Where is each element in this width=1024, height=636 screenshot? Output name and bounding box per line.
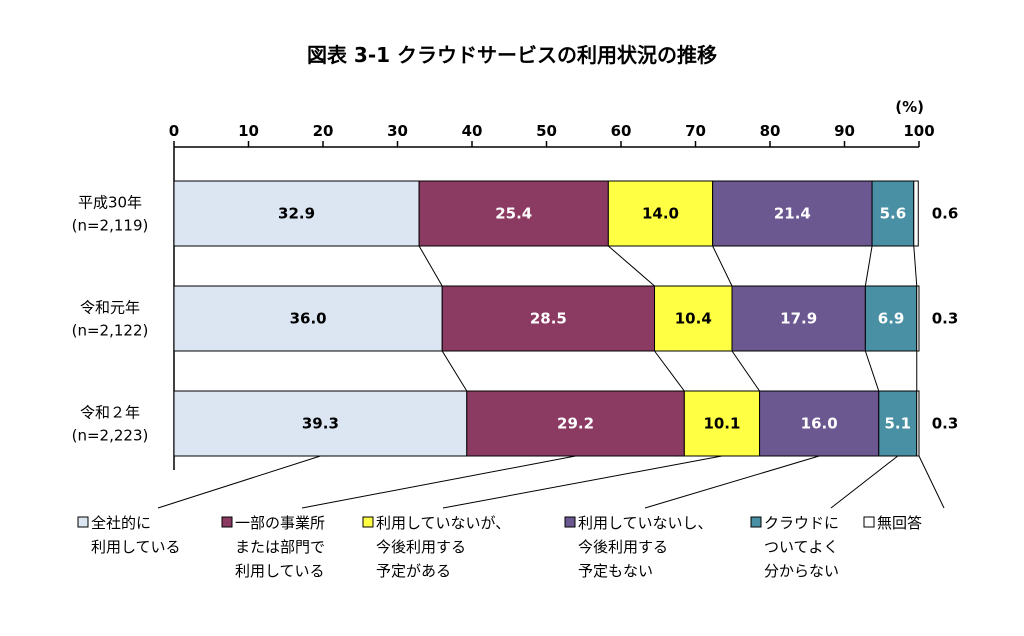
data-label: 36.0 [290, 310, 327, 328]
legend-label: クラウドに [764, 514, 839, 532]
bar-segment [173, 285, 443, 352]
legend-leader-line [157, 455, 321, 509]
legend-leader-line [442, 455, 723, 509]
bar-segment [916, 285, 920, 352]
bar-segment [871, 180, 915, 247]
bar-segment [759, 390, 880, 457]
connector-line [441, 350, 468, 392]
legend-swatch [750, 516, 762, 528]
legend-label: 予定もない [578, 562, 653, 580]
data-label: 10.1 [703, 415, 740, 433]
category-sample-size: (n=2,119) [72, 217, 149, 235]
x-tick-label: 100 [903, 122, 934, 140]
data-label: 25.4 [495, 205, 532, 223]
legend-label: 利用していないし、 [578, 514, 713, 532]
chart-title: 図表 3-1 クラウドサービスの利用状況の推移 [307, 43, 717, 67]
x-tick-label: 30 [387, 122, 408, 140]
legend-leader-line [830, 455, 899, 509]
x-axis: 0 10 20 30 40 50 60 70 80 90 100 [169, 122, 935, 470]
legend: 全社的に利用している一部の事業所または部門で利用している利用していないが、今後利… [77, 514, 922, 580]
bar-segment [878, 390, 918, 457]
data-label: 6.9 [878, 310, 905, 328]
x-tick-label: 20 [313, 122, 334, 140]
legend-label: 分からない [764, 562, 839, 580]
x-tick-label: 60 [611, 122, 632, 140]
connector-line [418, 245, 443, 287]
data-label: 0.3 [932, 415, 959, 433]
category-label: 令和元年 [80, 299, 140, 317]
bar-segment [654, 285, 733, 352]
connector-line [864, 245, 873, 287]
x-tick-label: 80 [760, 122, 781, 140]
data-label: 17.9 [780, 310, 817, 328]
category-label: 令和２年 [80, 404, 140, 422]
legend-swatch [362, 516, 374, 528]
connector-line [913, 245, 918, 287]
bar-segment [441, 285, 656, 352]
connector-line [864, 350, 880, 392]
data-label: 21.4 [774, 205, 811, 223]
legend-label: 全社的に [91, 514, 151, 532]
legend-swatch [77, 516, 89, 528]
category-label: 平成30年 [78, 194, 142, 212]
category-sample-size: (n=2,122) [72, 322, 149, 340]
connector-line [654, 350, 685, 392]
data-label: 28.5 [530, 310, 567, 328]
x-tick-label: 0 [169, 122, 179, 140]
legend-label: 一部の事業所 [235, 514, 325, 532]
bar-segment [731, 285, 866, 352]
bar-segment [418, 180, 609, 247]
legend-swatch [564, 516, 576, 528]
bars: 32.9 25.4 14.0 21.4 5.6 0.6 36.0 28.5 10.4 17.9 6.… [173, 180, 959, 457]
data-label: 32.9 [278, 205, 315, 223]
x-tick-label: 70 [685, 122, 706, 140]
data-label: 14.0 [642, 205, 679, 223]
data-label: 10.4 [675, 310, 712, 328]
legend-label: 利用している [91, 538, 181, 556]
connector-line [731, 350, 760, 392]
x-tick-label: 50 [536, 122, 557, 140]
legend-label: または部門で [235, 538, 325, 556]
legend-label: ついてよく [764, 538, 839, 556]
legend-leader-line [301, 455, 576, 509]
data-label: 16.0 [801, 415, 838, 433]
bar-segment [916, 390, 920, 457]
legend-label: 利用している [235, 562, 325, 580]
data-label: 0.3 [932, 310, 959, 328]
bar-segment [466, 390, 685, 457]
bar-segment [864, 285, 918, 352]
legend-leader-lines [157, 455, 945, 509]
connector-lines [418, 245, 918, 392]
category-labels: 平成30年 (n=2,119) 令和元年 (n=2,122) 令和２年 (n=2,223) [72, 194, 149, 445]
legend-leader-line [918, 455, 945, 509]
connector-line [608, 245, 655, 287]
legend-label: 無回答 [877, 514, 922, 532]
x-tick-label: 10 [238, 122, 259, 140]
bar-segment [173, 180, 420, 247]
unit-label: (%) [895, 98, 924, 116]
legend-label: 利用していないが、 [376, 514, 510, 532]
legend-label: 今後利用する [578, 538, 668, 556]
x-tick-label: 90 [834, 122, 855, 140]
legend-leader-line [644, 455, 820, 509]
bar-segment [913, 180, 919, 247]
data-label: 0.6 [932, 205, 959, 223]
data-label: 39.3 [302, 415, 339, 433]
connector-line [712, 245, 733, 287]
bar-segment [173, 390, 468, 457]
data-label: 5.1 [884, 415, 911, 433]
legend-label: 今後利用する [376, 538, 466, 556]
legend-label: 予定がある [376, 562, 451, 580]
category-sample-size: (n=2,223) [72, 427, 149, 445]
legend-swatch [221, 516, 233, 528]
data-label: 5.6 [880, 205, 907, 223]
x-tick-label: 40 [462, 122, 483, 140]
legend-swatch [863, 516, 875, 528]
bar-segment [607, 180, 714, 247]
data-label: 29.2 [557, 415, 594, 433]
bar-segment [712, 180, 873, 247]
